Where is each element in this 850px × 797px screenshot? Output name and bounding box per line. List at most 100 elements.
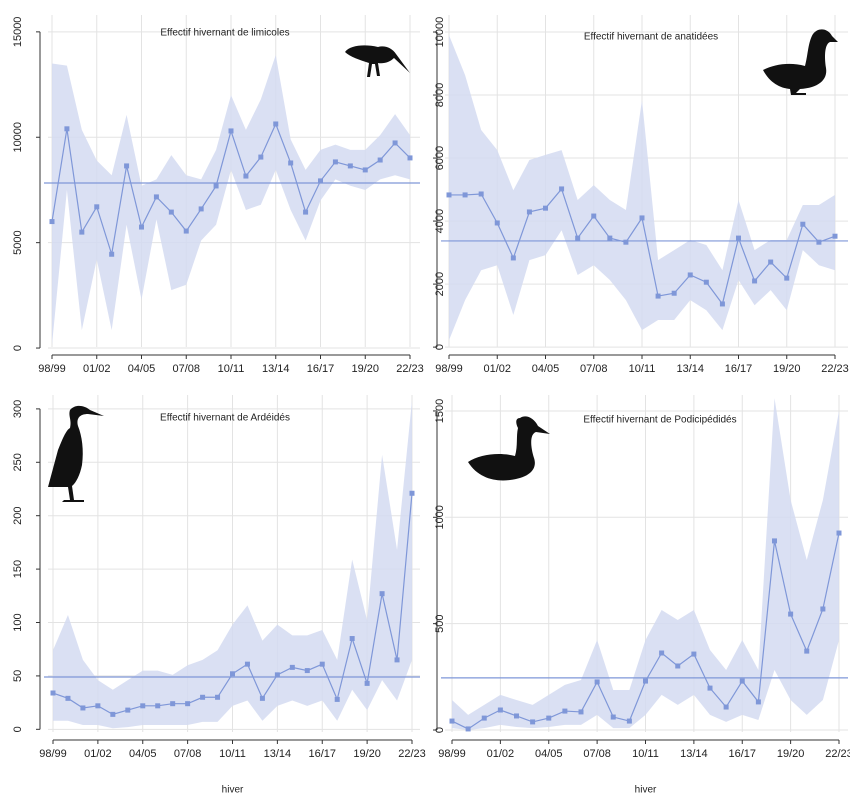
point [273,121,279,127]
x-tick-label: 04/05 [535,748,563,760]
point [655,293,661,299]
point [675,663,681,669]
point [755,699,761,705]
x-tick-label: 16/17 [728,748,756,760]
point [109,251,115,257]
point [543,205,548,211]
x-tick-label: 13/14 [676,363,704,375]
point [494,220,500,226]
point [170,701,176,707]
point [243,173,249,179]
y-tick-label: 250 [12,453,24,471]
point [623,239,629,245]
point [153,194,159,200]
x-tick-label: 22/23 [825,748,850,760]
point [768,259,774,265]
panel-title: Effectif hivernant de anatidées [584,32,718,43]
point [213,183,219,189]
confidence-band [53,400,412,729]
x-tick-label: 04/05 [532,363,560,375]
point [659,650,665,656]
point [288,160,294,166]
point [465,726,471,732]
x-tick-label: 07/08 [174,748,202,760]
point [836,530,842,536]
x-tick-label: 19/20 [773,363,801,375]
point [228,128,234,134]
point [723,704,729,710]
point [578,709,584,715]
x-tick-label: 19/20 [777,748,805,760]
x-axis-label: hiver [222,785,244,796]
point [183,228,189,234]
point [594,679,600,685]
point [140,703,146,709]
panel-title: Effectif hivernant de Podicipédidés [583,415,736,426]
y-tick-label: 1000 [434,505,446,529]
x-tick-label: 07/08 [583,748,611,760]
point [50,690,56,696]
y-tick-label: 50 [12,670,24,682]
point [49,219,55,225]
point [575,235,581,241]
point [691,651,697,657]
point [671,290,677,296]
y-tick-label: 0 [434,344,446,350]
x-tick-label: 16/17 [725,363,753,375]
point [546,715,552,721]
x-tick-label: 22/23 [821,363,849,375]
point [303,209,309,215]
point [736,235,741,241]
x-axis-label: hiver [635,785,657,796]
panel: 0 2000 4000 6000 8000 10000 98/99 01/02 04/05 07/… [433,15,849,375]
x-tick-label: 10/11 [218,363,245,375]
y-tick-label: 500 [434,614,446,632]
point [274,672,280,678]
point [64,126,70,132]
x-tick-label: 01/02 [83,363,111,375]
point [185,701,191,707]
point [289,664,295,670]
point [168,209,174,215]
point [510,255,516,261]
point [804,648,810,654]
point [497,707,503,713]
point [407,155,413,161]
y-tick-label: 4000 [434,209,446,233]
x-tick-label: 16/17 [307,363,335,375]
point [392,140,398,146]
y-tick-label: 0 [12,345,24,351]
x-tick-label: 04/05 [129,748,157,760]
point [362,167,368,173]
bird-icons [48,29,838,502]
point [514,713,519,719]
x-tick-label: 13/14 [264,748,292,760]
y-tick-label: 10000 [12,122,24,153]
x-tick-label: 01/02 [487,748,515,760]
point [449,718,455,724]
point [94,204,100,210]
point [800,221,806,227]
point [65,695,71,701]
y-tick-label: 5000 [12,230,24,254]
point [409,490,415,496]
point [379,591,385,597]
y-tick-label: 8000 [434,83,446,107]
point [258,154,264,160]
point [562,708,568,714]
point [687,272,693,278]
point [259,695,265,701]
point [462,192,468,198]
y-tick-label: 15000 [12,17,24,48]
point [591,213,597,219]
point [80,705,86,711]
point [230,671,235,677]
panel-title: Effectif hivernant de limicoles [160,28,289,39]
y-tick-label: 0 [434,727,446,733]
point [244,661,250,667]
x-tick-label: 07/08 [172,363,200,375]
point [377,157,383,163]
point [364,680,370,686]
x-tick-label: 01/02 [84,748,112,760]
